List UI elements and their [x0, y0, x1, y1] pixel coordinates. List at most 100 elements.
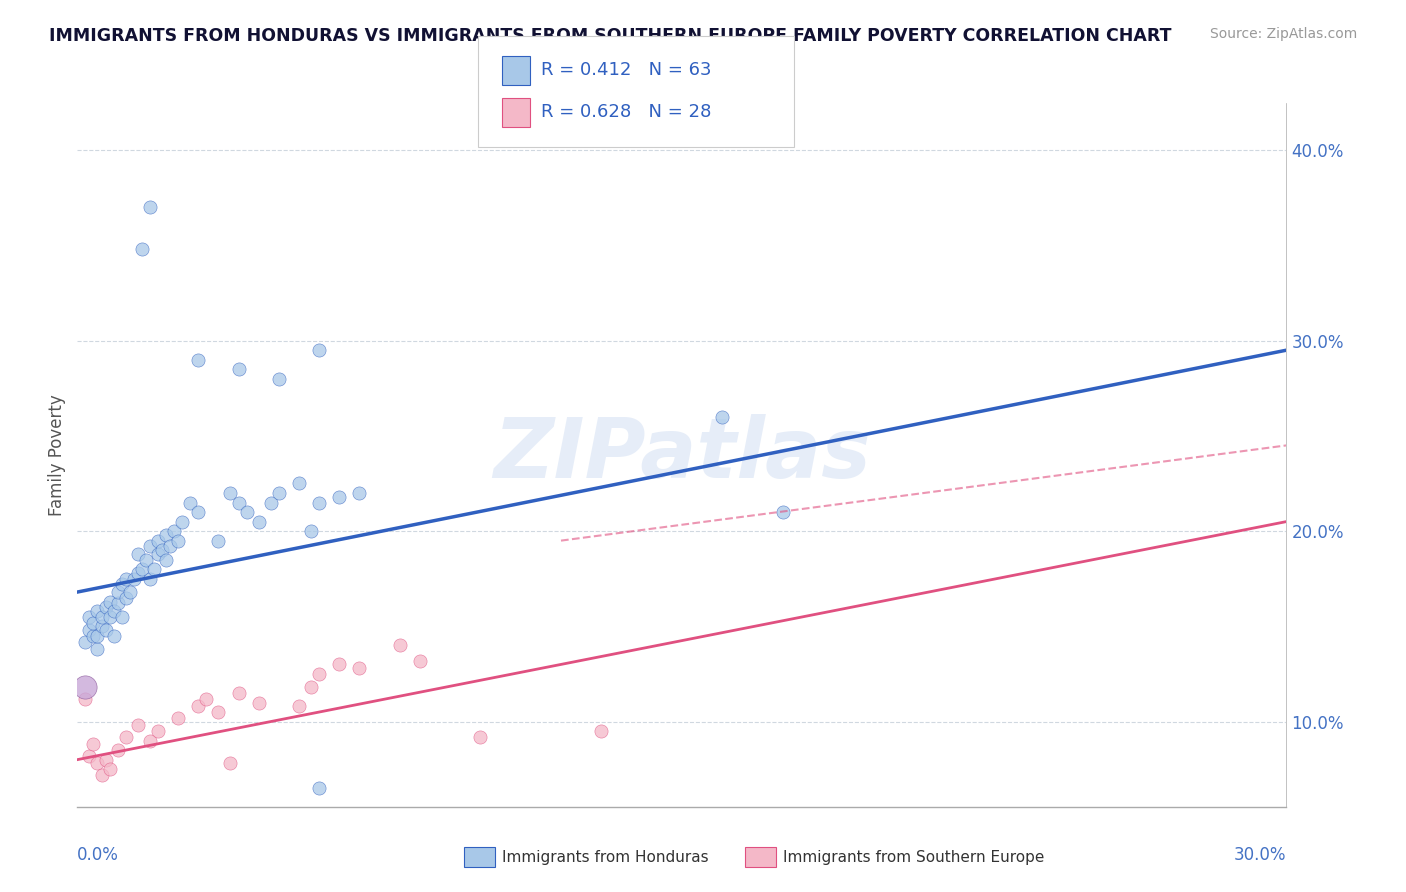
Point [591, 724, 613, 739]
Point [207, 533, 229, 548]
Point [98, 609, 121, 624]
Point [82, 615, 104, 630]
Point [772, 505, 794, 519]
Point [75, 680, 97, 694]
Point [308, 781, 330, 796]
Point [349, 661, 371, 675]
Point [139, 733, 162, 747]
Point [94, 623, 117, 637]
Point [235, 505, 257, 519]
Point [127, 718, 149, 732]
Point [79, 609, 101, 624]
Point [179, 495, 201, 509]
Point [131, 562, 153, 576]
Point [98, 594, 121, 608]
Point [146, 547, 169, 561]
Point [94, 753, 117, 767]
Point [409, 654, 432, 668]
Point [207, 705, 229, 719]
Point [187, 699, 209, 714]
Point [219, 486, 242, 500]
Point [139, 572, 162, 586]
Point [127, 547, 149, 561]
Point [90, 768, 112, 782]
Point [328, 657, 350, 672]
Point [79, 623, 101, 637]
Text: IMMIGRANTS FROM HONDURAS VS IMMIGRANTS FROM SOUTHERN EUROPE FAMILY POVERTY CORRE: IMMIGRANTS FROM HONDURAS VS IMMIGRANTS F… [49, 27, 1171, 45]
Point [267, 372, 290, 386]
Point [75, 691, 97, 706]
Point [139, 200, 162, 214]
Point [114, 572, 136, 586]
Point [114, 730, 136, 744]
Point [228, 495, 250, 509]
Y-axis label: Family Poverty: Family Poverty [48, 394, 66, 516]
Point [111, 609, 134, 624]
Point [146, 533, 169, 548]
Text: Source: ZipAtlas.com: Source: ZipAtlas.com [1209, 27, 1357, 41]
Point [135, 552, 157, 566]
Point [86, 629, 108, 643]
Point [94, 600, 117, 615]
Point [163, 524, 186, 538]
Point [260, 495, 283, 509]
Point [107, 585, 129, 599]
Point [82, 629, 104, 643]
Point [155, 528, 177, 542]
Point [228, 686, 250, 700]
Text: 30.0%: 30.0% [1234, 846, 1286, 864]
Point [127, 566, 149, 580]
Point [308, 343, 330, 358]
Point [172, 515, 194, 529]
Point [328, 490, 350, 504]
Text: R = 0.412   N = 63: R = 0.412 N = 63 [541, 61, 711, 78]
Point [86, 604, 108, 618]
Point [103, 629, 125, 643]
Point [103, 604, 125, 618]
Point [299, 524, 322, 538]
Point [299, 680, 322, 694]
Point [150, 543, 173, 558]
Point [711, 409, 734, 424]
Point [195, 691, 218, 706]
Point [187, 352, 209, 367]
Point [308, 667, 330, 681]
Point [98, 762, 121, 776]
Point [247, 515, 270, 529]
Point [114, 591, 136, 605]
Point [167, 533, 190, 548]
Point [139, 539, 162, 553]
Point [288, 699, 311, 714]
Point [167, 711, 190, 725]
Point [308, 495, 330, 509]
Point [470, 730, 492, 744]
Point [388, 639, 411, 653]
Point [90, 609, 112, 624]
Point [219, 756, 242, 771]
Text: R = 0.628   N = 28: R = 0.628 N = 28 [541, 103, 711, 121]
Point [107, 743, 129, 757]
Point [86, 642, 108, 657]
Point [142, 562, 165, 576]
Text: 0.0%: 0.0% [77, 846, 120, 864]
Point [107, 597, 129, 611]
Text: Immigrants from Honduras: Immigrants from Honduras [502, 850, 709, 864]
Point [122, 572, 145, 586]
Point [82, 738, 104, 752]
Text: ZIPatlas: ZIPatlas [494, 415, 870, 495]
Point [118, 585, 141, 599]
Point [349, 486, 371, 500]
Point [228, 362, 250, 376]
Point [86, 756, 108, 771]
Point [187, 505, 209, 519]
Point [75, 634, 97, 648]
Point [111, 577, 134, 591]
Point [146, 724, 169, 739]
Text: Immigrants from Southern Europe: Immigrants from Southern Europe [783, 850, 1045, 864]
Point [247, 696, 270, 710]
Point [90, 619, 112, 633]
Point [79, 748, 101, 763]
Point [159, 539, 181, 553]
Point [267, 486, 290, 500]
Point [155, 552, 177, 566]
